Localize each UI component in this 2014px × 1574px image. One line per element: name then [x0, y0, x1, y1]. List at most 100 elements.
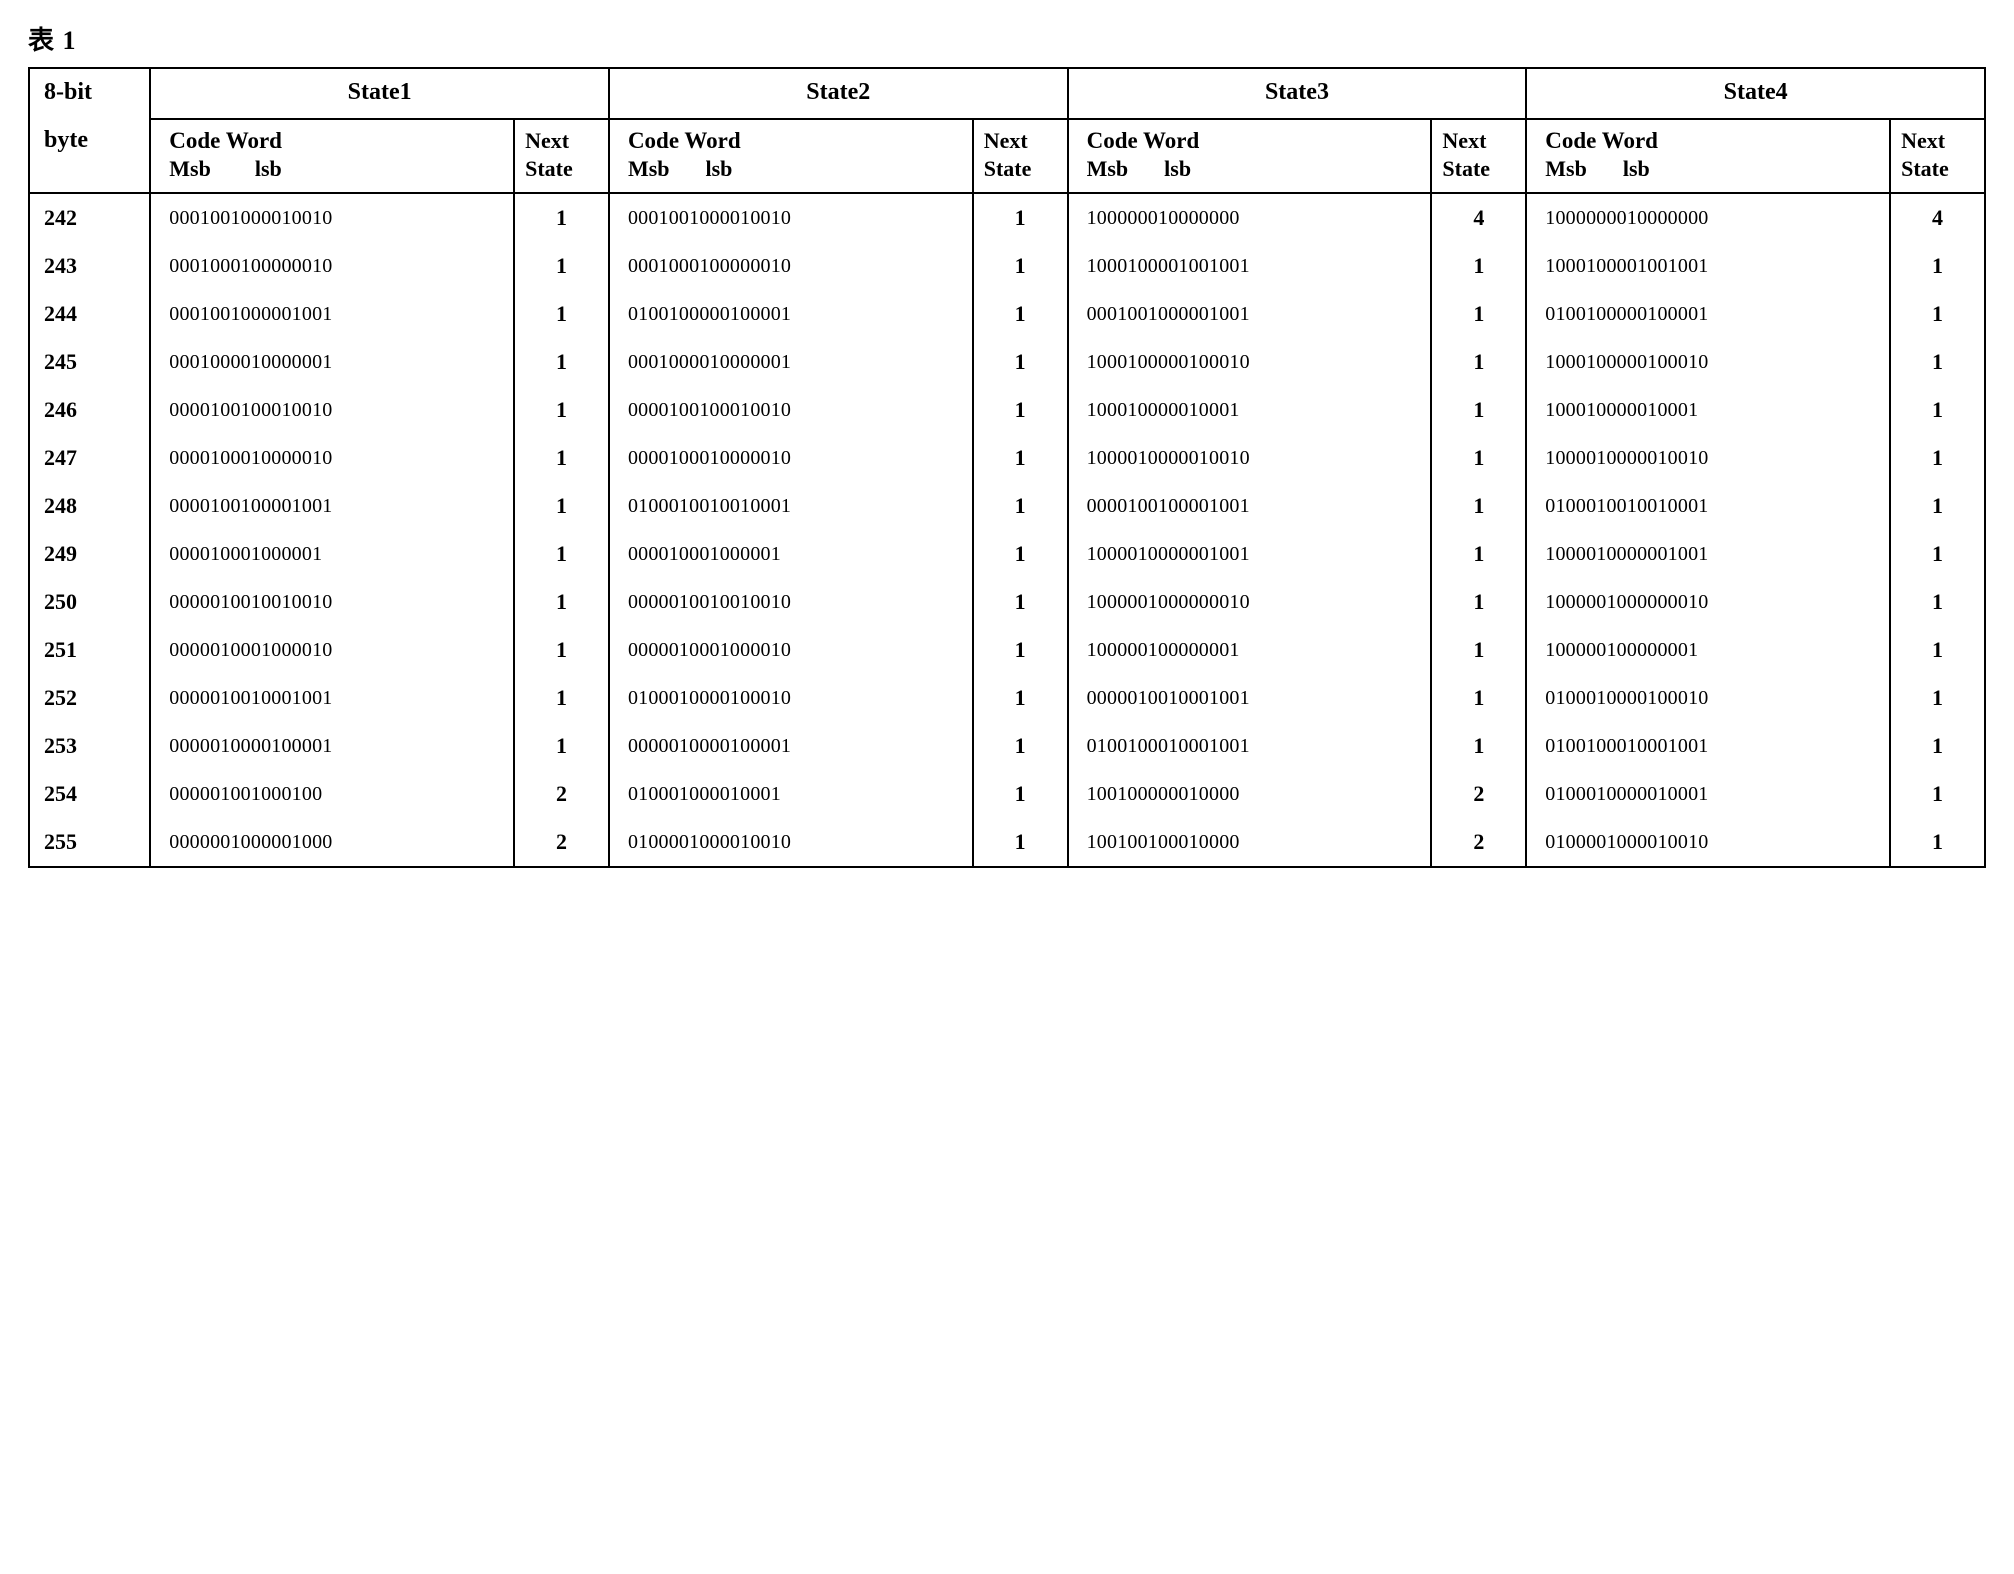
next-state-value: 2: [515, 818, 608, 866]
codeword-value: 1000100001001001: [1527, 242, 1889, 290]
next-state-value: 1: [1891, 674, 1984, 722]
byte-value: 255: [30, 818, 149, 866]
next-state-value: 1: [1891, 626, 1984, 674]
lsb-label: lsb: [706, 156, 733, 181]
hdr-8bit-bottom: byte: [29, 119, 150, 193]
next-state-value: 1: [515, 626, 608, 674]
next-state-value: 1: [1891, 482, 1984, 530]
next-state-value: 1: [1432, 626, 1525, 674]
next-state-value: 1: [1891, 770, 1984, 818]
codeword-value: 0100010010010001: [1527, 482, 1889, 530]
codeword-value: 100010000010001: [1069, 386, 1431, 434]
next-state-value: 1: [1432, 578, 1525, 626]
byte-value: 243: [30, 242, 149, 290]
col-s1-cw: 0001001000010010000100010000001000010010…: [150, 193, 514, 867]
codeword-value: 010001000010001: [610, 770, 972, 818]
hdr-msb-lsb-2: Msb lsb: [609, 156, 973, 193]
next-state-value: 1: [974, 818, 1067, 866]
hdr-state2: State2: [609, 68, 1068, 119]
codeword-value: 1000001000000010: [1527, 578, 1889, 626]
next-state-value: 4: [1432, 194, 1525, 242]
next-state-value: 1: [515, 434, 608, 482]
msb-label: Msb: [1545, 156, 1587, 181]
codeword-value: 0001001000010010: [610, 194, 972, 242]
hdr-next-3: Next: [1431, 119, 1526, 156]
col-s4-cw: 1000000010000000100010000100100101001000…: [1526, 193, 1890, 867]
codeword-value: 0000100010000010: [610, 434, 972, 482]
header-row-2: byte Code Word Next Code Word Next Code …: [29, 119, 1985, 156]
next-state-value: 2: [515, 770, 608, 818]
next-state-value: 1: [1432, 434, 1525, 482]
hdr-state4: State4: [1526, 68, 1985, 119]
codeword-value: 0100010010010001: [610, 482, 972, 530]
codeword-value: 0000010010010010: [610, 578, 972, 626]
next-state-value: 1: [1432, 722, 1525, 770]
next-state-value: 1: [1432, 242, 1525, 290]
next-state-value: 1: [1891, 338, 1984, 386]
codeword-value: 100000100000001: [1527, 626, 1889, 674]
hdr-next-1: Next: [514, 119, 609, 156]
col-s3-ns: 41111111111122: [1431, 193, 1526, 867]
next-state-value: 1: [515, 722, 608, 770]
hdr-state1: State1: [150, 68, 609, 119]
next-state-value: 2: [1432, 770, 1525, 818]
hdr-next-2: Next: [973, 119, 1068, 156]
hdr-next-4: Next: [1890, 119, 1985, 156]
hdr-msb-lsb-1: Msb lsb: [150, 156, 514, 193]
next-state-value: 1: [515, 290, 608, 338]
lsb-label: lsb: [1623, 156, 1650, 181]
byte-value: 242: [30, 194, 149, 242]
msb-label: Msb: [169, 156, 211, 181]
next-state-value: 1: [515, 530, 608, 578]
hdr-codeword-1: Code Word: [150, 119, 514, 156]
codeword-value: 0100001000010010: [1527, 818, 1889, 866]
codeword-value: 0000010001000010: [151, 626, 513, 674]
codeword-value: 0000100100010010: [151, 386, 513, 434]
codeword-value: 0001000100000010: [610, 242, 972, 290]
codeword-value: 0001001000010010: [151, 194, 513, 242]
codeword-value: 0001000100000010: [151, 242, 513, 290]
codeword-value: 1000100001001001: [1069, 242, 1431, 290]
codeword-value: 0001000010000001: [610, 338, 972, 386]
byte-value: 251: [30, 626, 149, 674]
codeword-value: 0000010010001001: [151, 674, 513, 722]
byte-value: 253: [30, 722, 149, 770]
next-state-value: 1: [1432, 290, 1525, 338]
codeword-value: 0100100000100001: [610, 290, 972, 338]
byte-value: 249: [30, 530, 149, 578]
next-state-value: 1: [1891, 386, 1984, 434]
codeword-value: 0000010000100001: [151, 722, 513, 770]
next-state-value: 1: [1891, 530, 1984, 578]
next-state-value: 1: [515, 482, 608, 530]
codeword-value: 0100010000100010: [1527, 674, 1889, 722]
hdr-state-sub-4: State: [1890, 156, 1985, 193]
hdr-state-sub-1: State: [514, 156, 609, 193]
codeword-value: 1000100000100010: [1527, 338, 1889, 386]
next-state-value: 1: [974, 194, 1067, 242]
byte-value: 246: [30, 386, 149, 434]
codeword-value: 0100100010001001: [1069, 722, 1431, 770]
codeword-value: 0100100010001001: [1527, 722, 1889, 770]
next-state-value: 1: [1891, 722, 1984, 770]
hdr-codeword-4: Code Word: [1526, 119, 1890, 156]
next-state-value: 1: [515, 578, 608, 626]
codeword-value: 0000010000100001: [610, 722, 972, 770]
next-state-value: 1: [974, 530, 1067, 578]
next-state-value: 1: [1891, 818, 1984, 866]
col-s2-ns: 11111111111111: [973, 193, 1068, 867]
next-state-value: 1: [974, 386, 1067, 434]
codeword-value: 0000010010001001: [1069, 674, 1431, 722]
next-state-value: 1: [1432, 530, 1525, 578]
next-state-value: 1: [974, 338, 1067, 386]
codeword-value: 1000010000001001: [1069, 530, 1431, 578]
codeword-label: Code Word: [169, 128, 282, 153]
byte-value: 252: [30, 674, 149, 722]
next-state-value: 1: [974, 434, 1067, 482]
next-state-value: 2: [1432, 818, 1525, 866]
next-state-value: 1: [974, 290, 1067, 338]
codeword-value: 0100001000010010: [610, 818, 972, 866]
next-state-value: 1: [974, 626, 1067, 674]
codeword-value: 1000001000000010: [1069, 578, 1431, 626]
next-state-value: 1: [515, 242, 608, 290]
table-title: 表 1: [28, 20, 1986, 57]
